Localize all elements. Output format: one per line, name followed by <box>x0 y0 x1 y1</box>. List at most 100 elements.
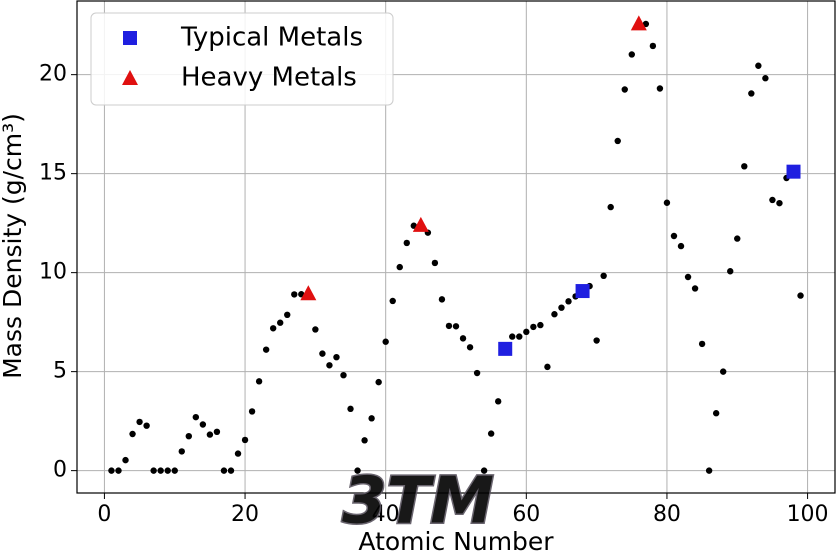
marker-dot <box>473 369 481 377</box>
marker-dot <box>234 450 242 457</box>
marker-dot <box>403 239 410 247</box>
x-tick-label: 60 <box>512 502 540 527</box>
marker-square <box>498 341 513 356</box>
marker-dot <box>663 199 671 206</box>
marker-triangle <box>122 70 138 85</box>
x-tick-label: 0 <box>97 502 111 527</box>
marker-dot <box>656 85 664 92</box>
marker-dot <box>487 430 495 437</box>
marker-dot <box>649 42 657 50</box>
marker-dot <box>445 322 453 330</box>
marker-dot <box>129 430 136 438</box>
marker-triangle <box>412 216 429 232</box>
marker-dot <box>326 362 333 369</box>
y-tick-label: 5 <box>53 359 67 384</box>
marker-dot <box>776 199 783 207</box>
marker-dot <box>628 51 635 58</box>
marker-dot <box>199 421 207 428</box>
marker-dot <box>677 242 685 250</box>
marker-dot <box>494 398 502 405</box>
marker-dot <box>614 137 621 145</box>
marker-dot <box>452 323 460 330</box>
marker-dot <box>375 378 382 386</box>
marker-dot <box>698 340 706 348</box>
marker-dot <box>171 467 178 474</box>
marker-dot <box>523 328 530 336</box>
marker-dot <box>248 408 256 415</box>
marker-dot <box>291 291 298 298</box>
marker-dot <box>361 437 368 444</box>
marker-dot <box>684 273 692 281</box>
marker-dot <box>544 363 551 371</box>
marker-dot <box>241 436 249 444</box>
marker-dot <box>213 428 221 436</box>
marker-dot <box>537 321 544 329</box>
marker-dot <box>734 235 741 242</box>
marker-dot <box>466 344 474 351</box>
marker-dot <box>108 467 115 474</box>
legend: Typical Metals Heavy Metals <box>90 12 394 106</box>
marker-square <box>786 164 801 179</box>
plot-frame <box>76 0 836 494</box>
marker-dot <box>227 467 235 474</box>
marker-dot <box>558 304 565 311</box>
marker-dot <box>157 467 164 474</box>
legend-label: Typical Metals <box>180 23 363 53</box>
marker-dot <box>136 418 143 426</box>
marker-dot <box>368 415 375 422</box>
x-tick-label: 20 <box>231 502 259 527</box>
marker-dot <box>480 467 488 474</box>
marker-dot <box>333 353 340 361</box>
marker-dot <box>607 203 614 211</box>
marker-dot <box>621 86 628 93</box>
marker-dot <box>269 325 277 332</box>
marker-dot <box>438 296 446 303</box>
x-tick-label: 80 <box>653 502 681 527</box>
marker-triangle <box>630 15 647 31</box>
marker-dot <box>347 405 354 413</box>
x-tick-label: 40 <box>372 502 400 527</box>
y-tick-label: 10 <box>39 260 67 285</box>
watermark: 3TM <box>342 465 494 539</box>
marker-dot <box>459 335 467 342</box>
marker-dot <box>143 422 150 429</box>
marker-dot <box>354 467 361 474</box>
marker-dot <box>748 90 755 97</box>
marker-dot <box>769 196 776 204</box>
y-tick-label: 0 <box>53 458 67 483</box>
legend-box <box>90 12 394 106</box>
marker-dot <box>122 456 129 464</box>
marker-dot <box>670 232 678 240</box>
marker-square <box>123 31 137 45</box>
marker-dot <box>516 333 523 340</box>
marker-dot <box>185 432 193 440</box>
marker-dot <box>382 338 389 345</box>
marker-dot <box>340 371 347 379</box>
marker-dot <box>727 268 734 275</box>
marker-dot <box>284 311 291 319</box>
marker-dot <box>593 337 600 344</box>
marker-dot <box>312 326 319 333</box>
x-tick-label: 100 <box>787 502 829 527</box>
marker-dot <box>509 333 516 340</box>
marker-dot <box>741 163 748 170</box>
marker-dot <box>797 292 804 299</box>
marker-dot <box>206 431 214 438</box>
marker-triangle <box>300 285 317 301</box>
marker-dot <box>164 467 171 474</box>
marker-dot <box>551 311 558 318</box>
marker-dot <box>115 467 122 474</box>
marker-dot <box>178 448 185 455</box>
marker-dot <box>396 263 403 271</box>
marker-dot <box>755 62 762 69</box>
marker-dot <box>719 368 727 375</box>
marker-dot <box>565 298 572 305</box>
marker-dot <box>705 467 713 474</box>
marker-dot <box>192 413 200 421</box>
marker-dot <box>600 272 607 280</box>
marker-dot <box>691 285 699 292</box>
marker-dot <box>431 259 439 267</box>
y-tick-label: 15 <box>39 161 67 186</box>
y-axis-label: Mass Density (g/cm³) <box>0 113 27 379</box>
